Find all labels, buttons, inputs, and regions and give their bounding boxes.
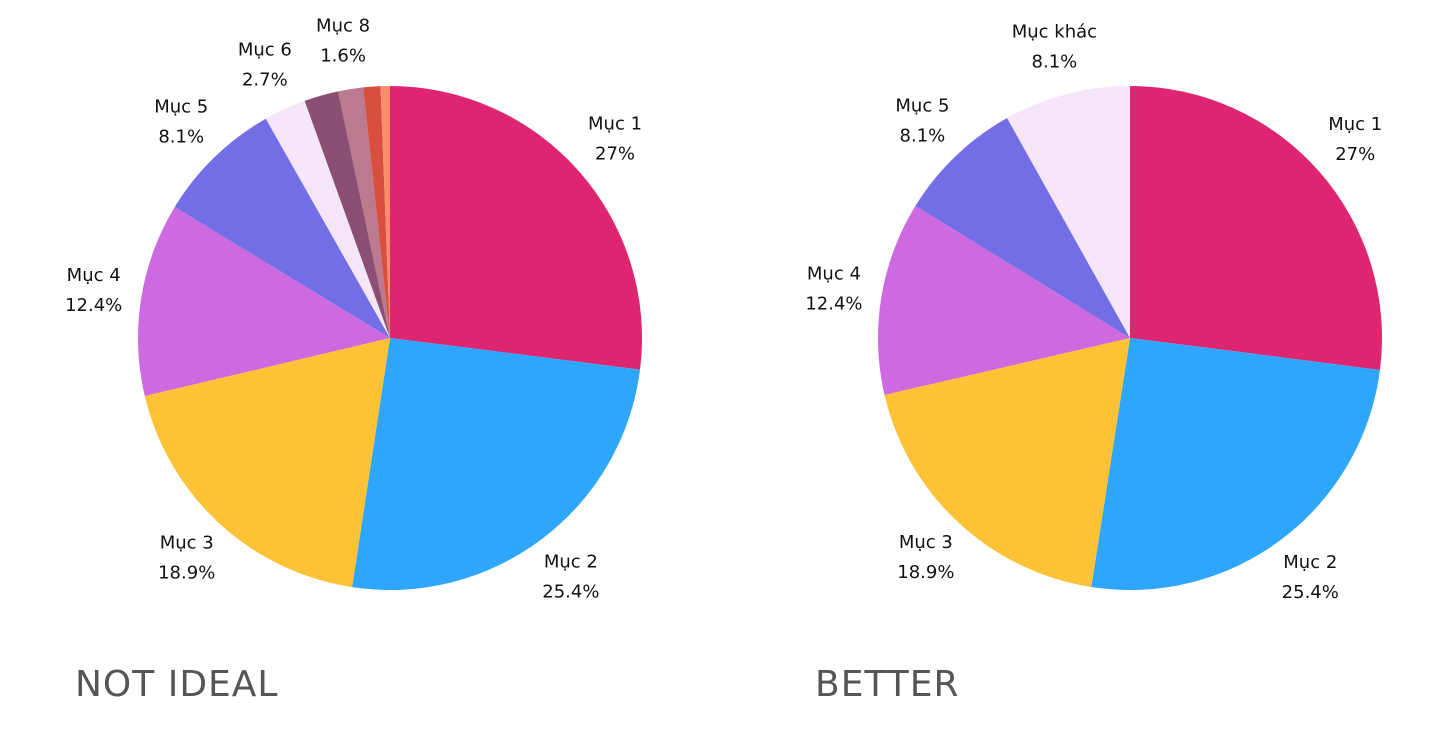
pie-slice (380, 86, 390, 338)
slice-label: Mục 3 (160, 533, 214, 554)
pie-slice (884, 338, 1130, 588)
slice-label: Mục 4 (807, 264, 861, 285)
pie-slice (390, 86, 642, 370)
slice-label: Mục 2 (544, 551, 598, 572)
slice-value: 25.4% (1282, 582, 1339, 603)
slice-label: Mục 8 (316, 16, 370, 37)
slice-label: Mục 6 (238, 39, 292, 60)
slice-value: 27% (1335, 144, 1375, 165)
slice-value: 18.9% (897, 562, 954, 583)
slice-value: 27% (595, 144, 635, 165)
chart-title: NOT IDEAL (75, 664, 278, 705)
pie-slice (352, 338, 641, 590)
pie-slice (1091, 338, 1380, 590)
slice-value: 25.4% (542, 581, 599, 602)
slice-label: Mục 4 (67, 265, 121, 286)
pie-slice (1007, 86, 1130, 338)
pie-slice (363, 86, 390, 339)
slice-value: 2.7% (242, 69, 288, 90)
slice-label: Mục 2 (1283, 552, 1337, 573)
pie-slice (144, 338, 390, 588)
slice-value: 8.1% (1032, 52, 1078, 73)
slice-value: 8.1% (158, 127, 204, 148)
slice-value: 12.4% (65, 295, 122, 316)
pie-slice (338, 87, 390, 338)
pie-slice (304, 91, 390, 338)
slice-value: 18.9% (158, 563, 215, 584)
pie-slice (1130, 86, 1382, 371)
pie-slice (265, 100, 390, 339)
slice-label: Mục 1 (588, 114, 642, 135)
slice-label: Mục 5 (154, 97, 208, 118)
slice-label: Mục 3 (899, 532, 953, 553)
slice-label: Mục khác (1012, 22, 1097, 43)
pie-slice (174, 118, 390, 339)
pie-slice (878, 205, 1130, 395)
chart-title: BETTER (815, 664, 960, 705)
slice-label: Mục 1 (1328, 114, 1382, 135)
slice-label: Mục 5 (895, 95, 949, 116)
slice-value: 1.6% (320, 46, 366, 67)
pie-slice (138, 207, 390, 397)
slice-value: 8.1% (900, 125, 946, 146)
slice-value: 12.4% (805, 294, 862, 315)
pie-slice (915, 118, 1130, 338)
